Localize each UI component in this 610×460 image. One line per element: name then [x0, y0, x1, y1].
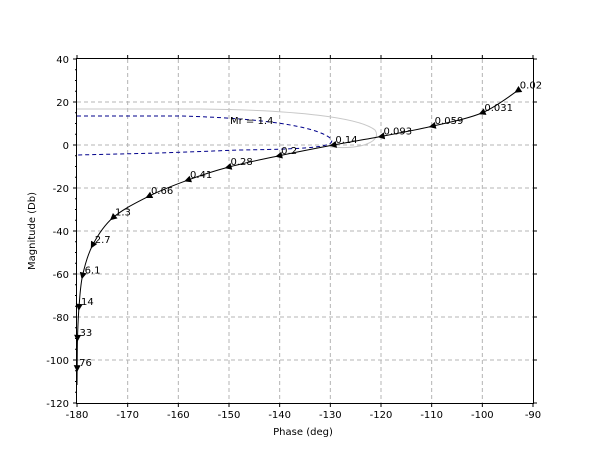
- y-axis-title: Magnitude (Db): [27, 192, 38, 270]
- y-tick-label: 20: [56, 98, 69, 109]
- y-tick-label: -80: [53, 313, 69, 324]
- y-tick-label: -40: [53, 227, 69, 238]
- y-tick-label: -60: [53, 270, 69, 281]
- x-tick-label: -110: [420, 410, 443, 421]
- frequency-label: 0.66: [151, 186, 173, 197]
- frequency-label: 6.1: [85, 266, 101, 277]
- frequency-label: 0.093: [384, 126, 413, 137]
- y-tick-label: 0: [63, 141, 69, 152]
- frequency-label: 0.14: [335, 135, 357, 146]
- x-tick-label: -130: [319, 410, 342, 421]
- axis-ticks: -180 -170 -160 -150 -140 -130 -120 -110 -100 -90 -…: [46, 55, 541, 421]
- frequency-label: 33: [80, 328, 93, 339]
- series-line: [77, 91, 518, 385]
- x-tick-label: -160: [167, 410, 190, 421]
- x-tick-label: -170: [116, 410, 139, 421]
- x-tick-label: -150: [218, 410, 241, 421]
- y-tick-label: -120: [46, 399, 69, 410]
- frequency-label: 0.031: [484, 103, 513, 114]
- magnitude-phase-curve: [77, 91, 518, 385]
- x-tick-label: -140: [268, 410, 291, 421]
- contour-lines: [77, 109, 377, 155]
- x-tick-label: -90: [525, 410, 541, 421]
- frequency-label: 0.41: [190, 170, 212, 181]
- frequency-label: 2.7: [95, 235, 111, 246]
- frequency-label: 0.2: [281, 146, 297, 157]
- x-tick-label: -180: [66, 410, 89, 421]
- x-tick-label: -120: [370, 410, 393, 421]
- y-tick-label: -100: [46, 356, 69, 367]
- grid-lines: [77, 59, 533, 403]
- frequency-label: 0.059: [435, 116, 464, 127]
- frequency-label: 14: [81, 297, 94, 308]
- frequency-label: 1.3: [115, 208, 131, 219]
- frequency-markers: 0.02 0.031 0.059 0.093 0.14 0.2 0.28 0.41 0.66 1.…: [74, 81, 542, 373]
- mr-annotation: Mr = 1.4: [230, 116, 273, 127]
- y-tick-label: 40: [56, 55, 69, 66]
- x-axis-title: Phase (deg): [273, 427, 333, 438]
- x-tick-label: -100: [471, 410, 494, 421]
- frequency-label: 76: [79, 358, 92, 369]
- frequency-label: 0.02: [520, 81, 542, 92]
- frequency-label: 0.28: [230, 157, 252, 168]
- y-tick-label: -20: [53, 184, 69, 195]
